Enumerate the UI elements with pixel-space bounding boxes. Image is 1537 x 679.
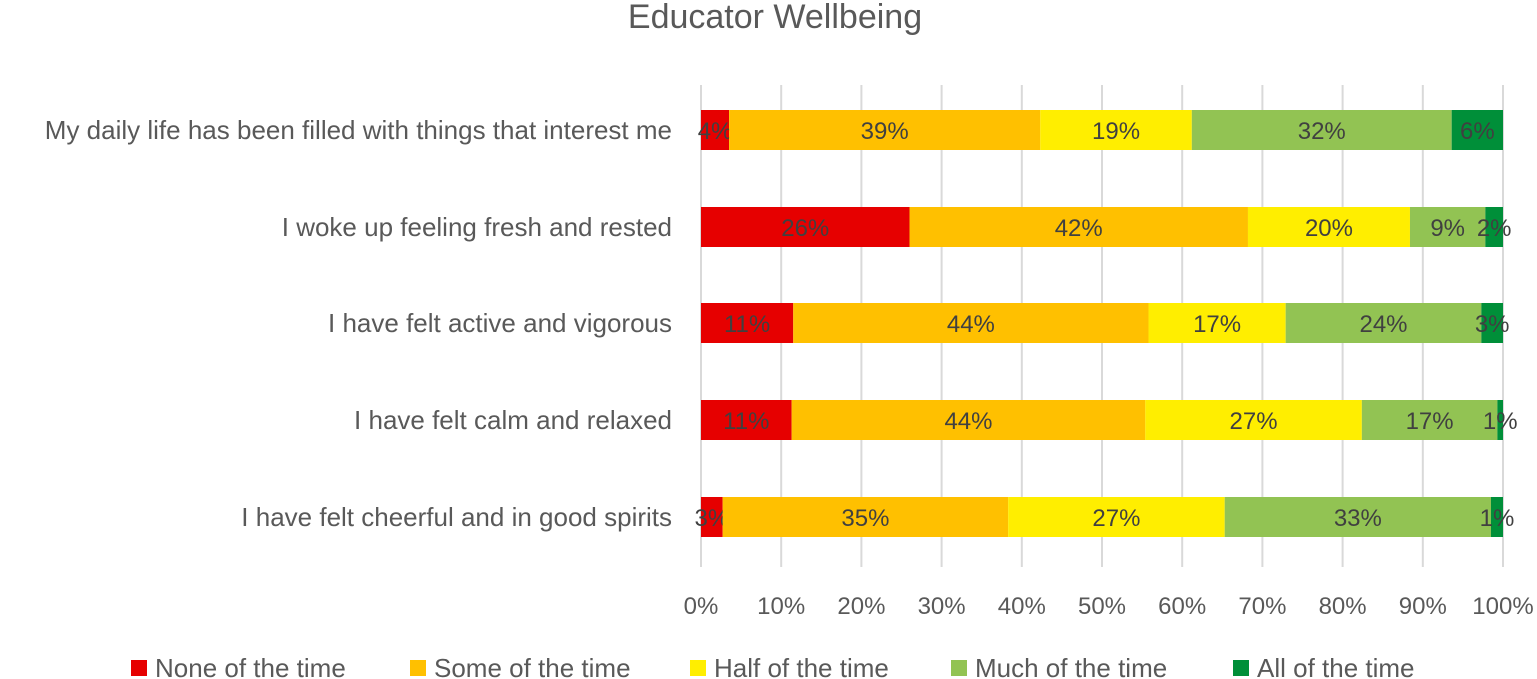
x-tick-label: 80% [1319, 593, 1367, 620]
x-tick-label: 20% [837, 593, 885, 620]
x-tick-label: 70% [1238, 593, 1286, 620]
legend-swatch [1233, 660, 1249, 676]
bar-segment [793, 303, 1149, 343]
bar-segment [1247, 207, 1410, 247]
bar-segment [1145, 400, 1362, 440]
data-label: 3% [1475, 311, 1510, 338]
data-label: 27% [1092, 505, 1140, 532]
legend-label: All of the time [1257, 653, 1415, 679]
legend-swatch [131, 660, 147, 676]
bar-segment [701, 497, 723, 537]
bar-segment [1481, 303, 1503, 343]
legend-swatch [951, 660, 967, 676]
bar-segment [1148, 303, 1286, 343]
data-label: 4% [698, 118, 733, 145]
data-label: 27% [1230, 408, 1278, 435]
data-label: 35% [841, 505, 889, 532]
legend-label: Half of the time [714, 653, 889, 679]
bar-segment [701, 207, 910, 247]
legend-label: Much of the time [975, 653, 1167, 679]
bar-segment [729, 110, 1041, 150]
category-label: I have felt calm and relaxed [354, 405, 672, 435]
data-label: 17% [1406, 408, 1454, 435]
data-label: 11% [723, 408, 769, 435]
category-label: I have felt active and vigorous [328, 308, 672, 338]
data-label: 1% [1483, 408, 1518, 435]
data-label: 39% [861, 118, 909, 145]
bar-segment [701, 400, 792, 440]
x-tick-label: 90% [1399, 593, 1447, 620]
bar-segment [1490, 497, 1503, 537]
bar-segment [791, 400, 1146, 440]
data-label: 26% [781, 215, 829, 242]
category-labels: My daily life has been filled with thing… [45, 115, 672, 532]
category-label: I have felt cheerful and in good spirits [241, 502, 672, 532]
data-label: 33% [1334, 505, 1382, 532]
bar-segment [1008, 497, 1225, 537]
data-label: 19% [1092, 118, 1140, 145]
data-label: 11% [724, 311, 770, 338]
category-label: I woke up feeling fresh and rested [282, 212, 672, 242]
data-label: 9% [1430, 215, 1465, 242]
legend-label: None of the time [155, 653, 346, 679]
data-label: 24% [1359, 311, 1407, 338]
bar-segment [701, 110, 730, 150]
data-label: 20% [1305, 215, 1353, 242]
data-label: 32% [1298, 118, 1346, 145]
data-label: 42% [1055, 215, 1103, 242]
bar-segment [1409, 207, 1486, 247]
data-label: 17% [1193, 311, 1241, 338]
x-tick-label: 100% [1472, 593, 1533, 620]
x-tick-label: 0% [684, 593, 719, 620]
x-axis-tick-labels: 0% 10% 20% 30% 40% 50% 60% 70% 80% 90% 100% [684, 593, 1534, 620]
bar-segment [1224, 497, 1491, 537]
x-tick-label: 30% [918, 593, 966, 620]
data-label: 6% [1460, 118, 1495, 145]
bar-segment [1497, 400, 1503, 440]
x-tick-label: 40% [998, 593, 1046, 620]
x-tick-label: 50% [1078, 593, 1126, 620]
bar-segment [1191, 110, 1452, 150]
x-tick-label: 10% [757, 593, 805, 620]
bar-segment [1485, 207, 1503, 247]
bar-segment [1040, 110, 1192, 150]
data-label: 44% [944, 408, 992, 435]
data-label: 1% [1480, 505, 1515, 532]
data-label: 2% [1477, 215, 1512, 242]
legend-swatch [690, 660, 706, 676]
category-label: My daily life has been filled with thing… [45, 115, 672, 145]
x-tick-label: 60% [1158, 593, 1206, 620]
bar-segment [1451, 110, 1503, 150]
bar-segment [909, 207, 1248, 247]
bar-segment [701, 303, 794, 343]
data-label: 44% [947, 311, 995, 338]
bars: 4% 39% 19% 32% 6% 26% 42% 20% 9% 2% 11% 44% 17% 24% 3%… [694, 110, 1518, 537]
bar-segment [722, 497, 1009, 537]
bar-segment [1361, 400, 1498, 440]
legend-swatch [410, 660, 426, 676]
legend-label: Some of the time [434, 653, 631, 679]
legend: None of the time Some of the time Half of … [131, 653, 1415, 679]
bar-segment [1285, 303, 1482, 343]
chart-title: Educator Wellbeing [628, 0, 922, 36]
